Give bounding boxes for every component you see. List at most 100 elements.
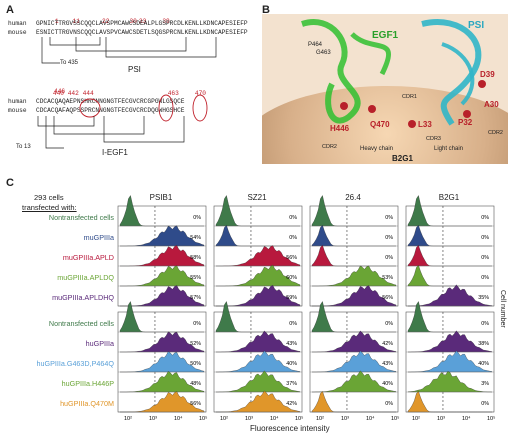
percent-0-2-1: 0% [385, 235, 393, 241]
histogram-1-3-4 [407, 391, 492, 413]
histogram-0-0-0 [119, 195, 204, 227]
percent-1-3-4: 0% [481, 401, 489, 407]
p32-label: P32 [458, 118, 473, 127]
percent-1-0-1: 52% [190, 341, 201, 347]
egf1-label: EGF1 [372, 30, 399, 41]
x-tick-2-1: 10³ [341, 416, 349, 422]
percent-1-1-2: 40% [286, 361, 297, 367]
histogram-0-3-3 [407, 265, 492, 287]
cdr1-label: CDR1 [402, 94, 417, 100]
histogram-0-2-1 [311, 225, 396, 247]
ylabel: Cell number [499, 290, 506, 328]
percent-1-0-4: 56% [190, 401, 201, 407]
x-tick-0-3: 10⁵ [199, 415, 207, 422]
histogram-0-3-0 [407, 195, 492, 227]
column-title-3: B2G1 [438, 193, 460, 202]
sample-label-1-0: Nontransfected cells [48, 319, 114, 328]
percent-1-0-2: 50% [190, 361, 201, 367]
percent-0-3-3: 0% [481, 275, 489, 281]
x-tick-2-3: 10⁵ [391, 415, 399, 422]
percent-1-3-3: 3% [481, 381, 489, 387]
sample-label-1-2: huGPIIIa.G463D,P464Q [36, 359, 114, 368]
cdr2-heavy-label: CDR2 [322, 144, 337, 150]
mouse-label-2: mouse [8, 107, 27, 114]
percent-1-1-0: 0% [289, 321, 297, 327]
percent-0-2-2: 0% [385, 255, 393, 261]
histogram-0-1-1 [215, 225, 300, 247]
histogram-0-3-2 [407, 245, 492, 267]
percent-0-0-3: 55% [190, 275, 201, 281]
psi-label: PSI [468, 20, 485, 31]
histogram-1-3-2 [408, 350, 493, 373]
column-title-1: SZ21 [247, 193, 267, 202]
structure-image: EGF1 PSI P464 G463 D39 H446 Q470 L33 P32… [262, 14, 508, 164]
percent-1-2-4: 0% [385, 401, 393, 407]
sample-label-1-1: huGPIIIa [85, 339, 114, 348]
percent-1-2-1: 42% [382, 341, 393, 347]
panel-c-letter: C [6, 177, 14, 189]
heavy-chain-label: Heavy chain [360, 146, 394, 152]
histogram-0-3-1 [407, 225, 492, 247]
sample-label-1-3: huGPIIIa.H446P [61, 379, 114, 388]
disulfide-brackets-psi [41, 37, 217, 64]
mouse-label: mouse [8, 29, 27, 36]
percent-1-3-1: 38% [478, 341, 489, 347]
sample-label-0-1: muGPIIIa [83, 233, 114, 242]
percent-1-2-2: 43% [382, 361, 393, 367]
percent-1-3-0: 0% [481, 321, 489, 327]
histogram-1-3-1 [408, 330, 493, 353]
q470-label: Q470 [370, 120, 390, 129]
x-tick-1-2: 10⁴ [270, 415, 279, 422]
percent-0-2-3: 53% [382, 275, 393, 281]
mouse-seq-psi: ESNICTTRGVNSCQQCLAVSPVCAWCSDETLSQGSPRCNL… [36, 29, 248, 36]
residue-number-446: 446 [54, 88, 66, 95]
column-title-2: 26.4 [345, 193, 361, 202]
percent-0-0-1: 54% [190, 235, 201, 241]
panel-a-letter: A [6, 4, 14, 16]
g463-label: G463 [316, 50, 331, 56]
x-tick-2-0: 10² [316, 416, 324, 422]
ribbon-drawing [301, 19, 486, 128]
histogram-0-2-2 [311, 245, 396, 267]
histogram-1-2-3 [312, 370, 397, 393]
percent-0-0-2: 58% [190, 255, 201, 261]
arrow-note-egf: To 13 [16, 144, 31, 150]
percent-0-2-4: 56% [382, 295, 393, 301]
human-label: human [8, 20, 27, 27]
column-title-0: PSIB1 [149, 193, 173, 202]
xlabel: Fluorescence intensity [250, 424, 330, 433]
x-tick-0-0: 10² [124, 416, 132, 422]
sample-label-0-2: muGPIIIa.APLD [62, 253, 114, 262]
arrow-note-psi: To 435 [60, 60, 79, 66]
percent-0-1-3: 60% [286, 275, 297, 281]
histogram-0-2-0 [311, 195, 396, 227]
histogram-0-1-0 [215, 195, 300, 227]
histogram-1-2-1 [312, 330, 397, 353]
human-seq-psi: GPNICTTRGVSSCQQCLAVSPMCAWCSDEALPLGSPRCDL… [36, 20, 248, 27]
percent-1-3-2: 40% [478, 361, 489, 367]
percent-1-0-3: 48% [190, 381, 201, 387]
disulfide-brackets-egf [37, 94, 208, 149]
histogram-1-0-3 [120, 371, 205, 393]
h446-label: H446 [330, 124, 350, 133]
x-tick-1-1: 10³ [245, 416, 253, 422]
histogram-1-2-2 [312, 350, 397, 373]
percent-1-1-1: 43% [286, 341, 297, 347]
x-tick-0-2: 10⁴ [174, 415, 183, 422]
sample-label-0-3: muGPIIIa.APLDQ [57, 273, 114, 282]
percent-1-2-0: 0% [385, 321, 393, 327]
x-tick-3-2: 10⁴ [462, 415, 471, 422]
psi-domain-label: PSI [128, 65, 141, 74]
histogram-0-3-4 [408, 284, 493, 307]
percent-0-3-4: 35% [478, 295, 489, 301]
light-chain-label: Light chain [434, 146, 464, 152]
mouse-seq-egf: CDCACQAFAQPSSPRCNNGNGTFECGVCRCDQGWHGSHCE [36, 107, 185, 114]
cdr2-light-label: CDR2 [488, 130, 503, 136]
percent-0-1-1: 0% [289, 235, 297, 241]
histogram-1-0-2 [120, 351, 205, 373]
l33-label: L33 [418, 120, 432, 129]
percent-0-3-0: 0% [481, 215, 489, 221]
human-label-2: human [8, 98, 27, 105]
sample-label-0-0: Nontransfected cells [48, 213, 114, 222]
a30-label: A30 [484, 100, 499, 109]
